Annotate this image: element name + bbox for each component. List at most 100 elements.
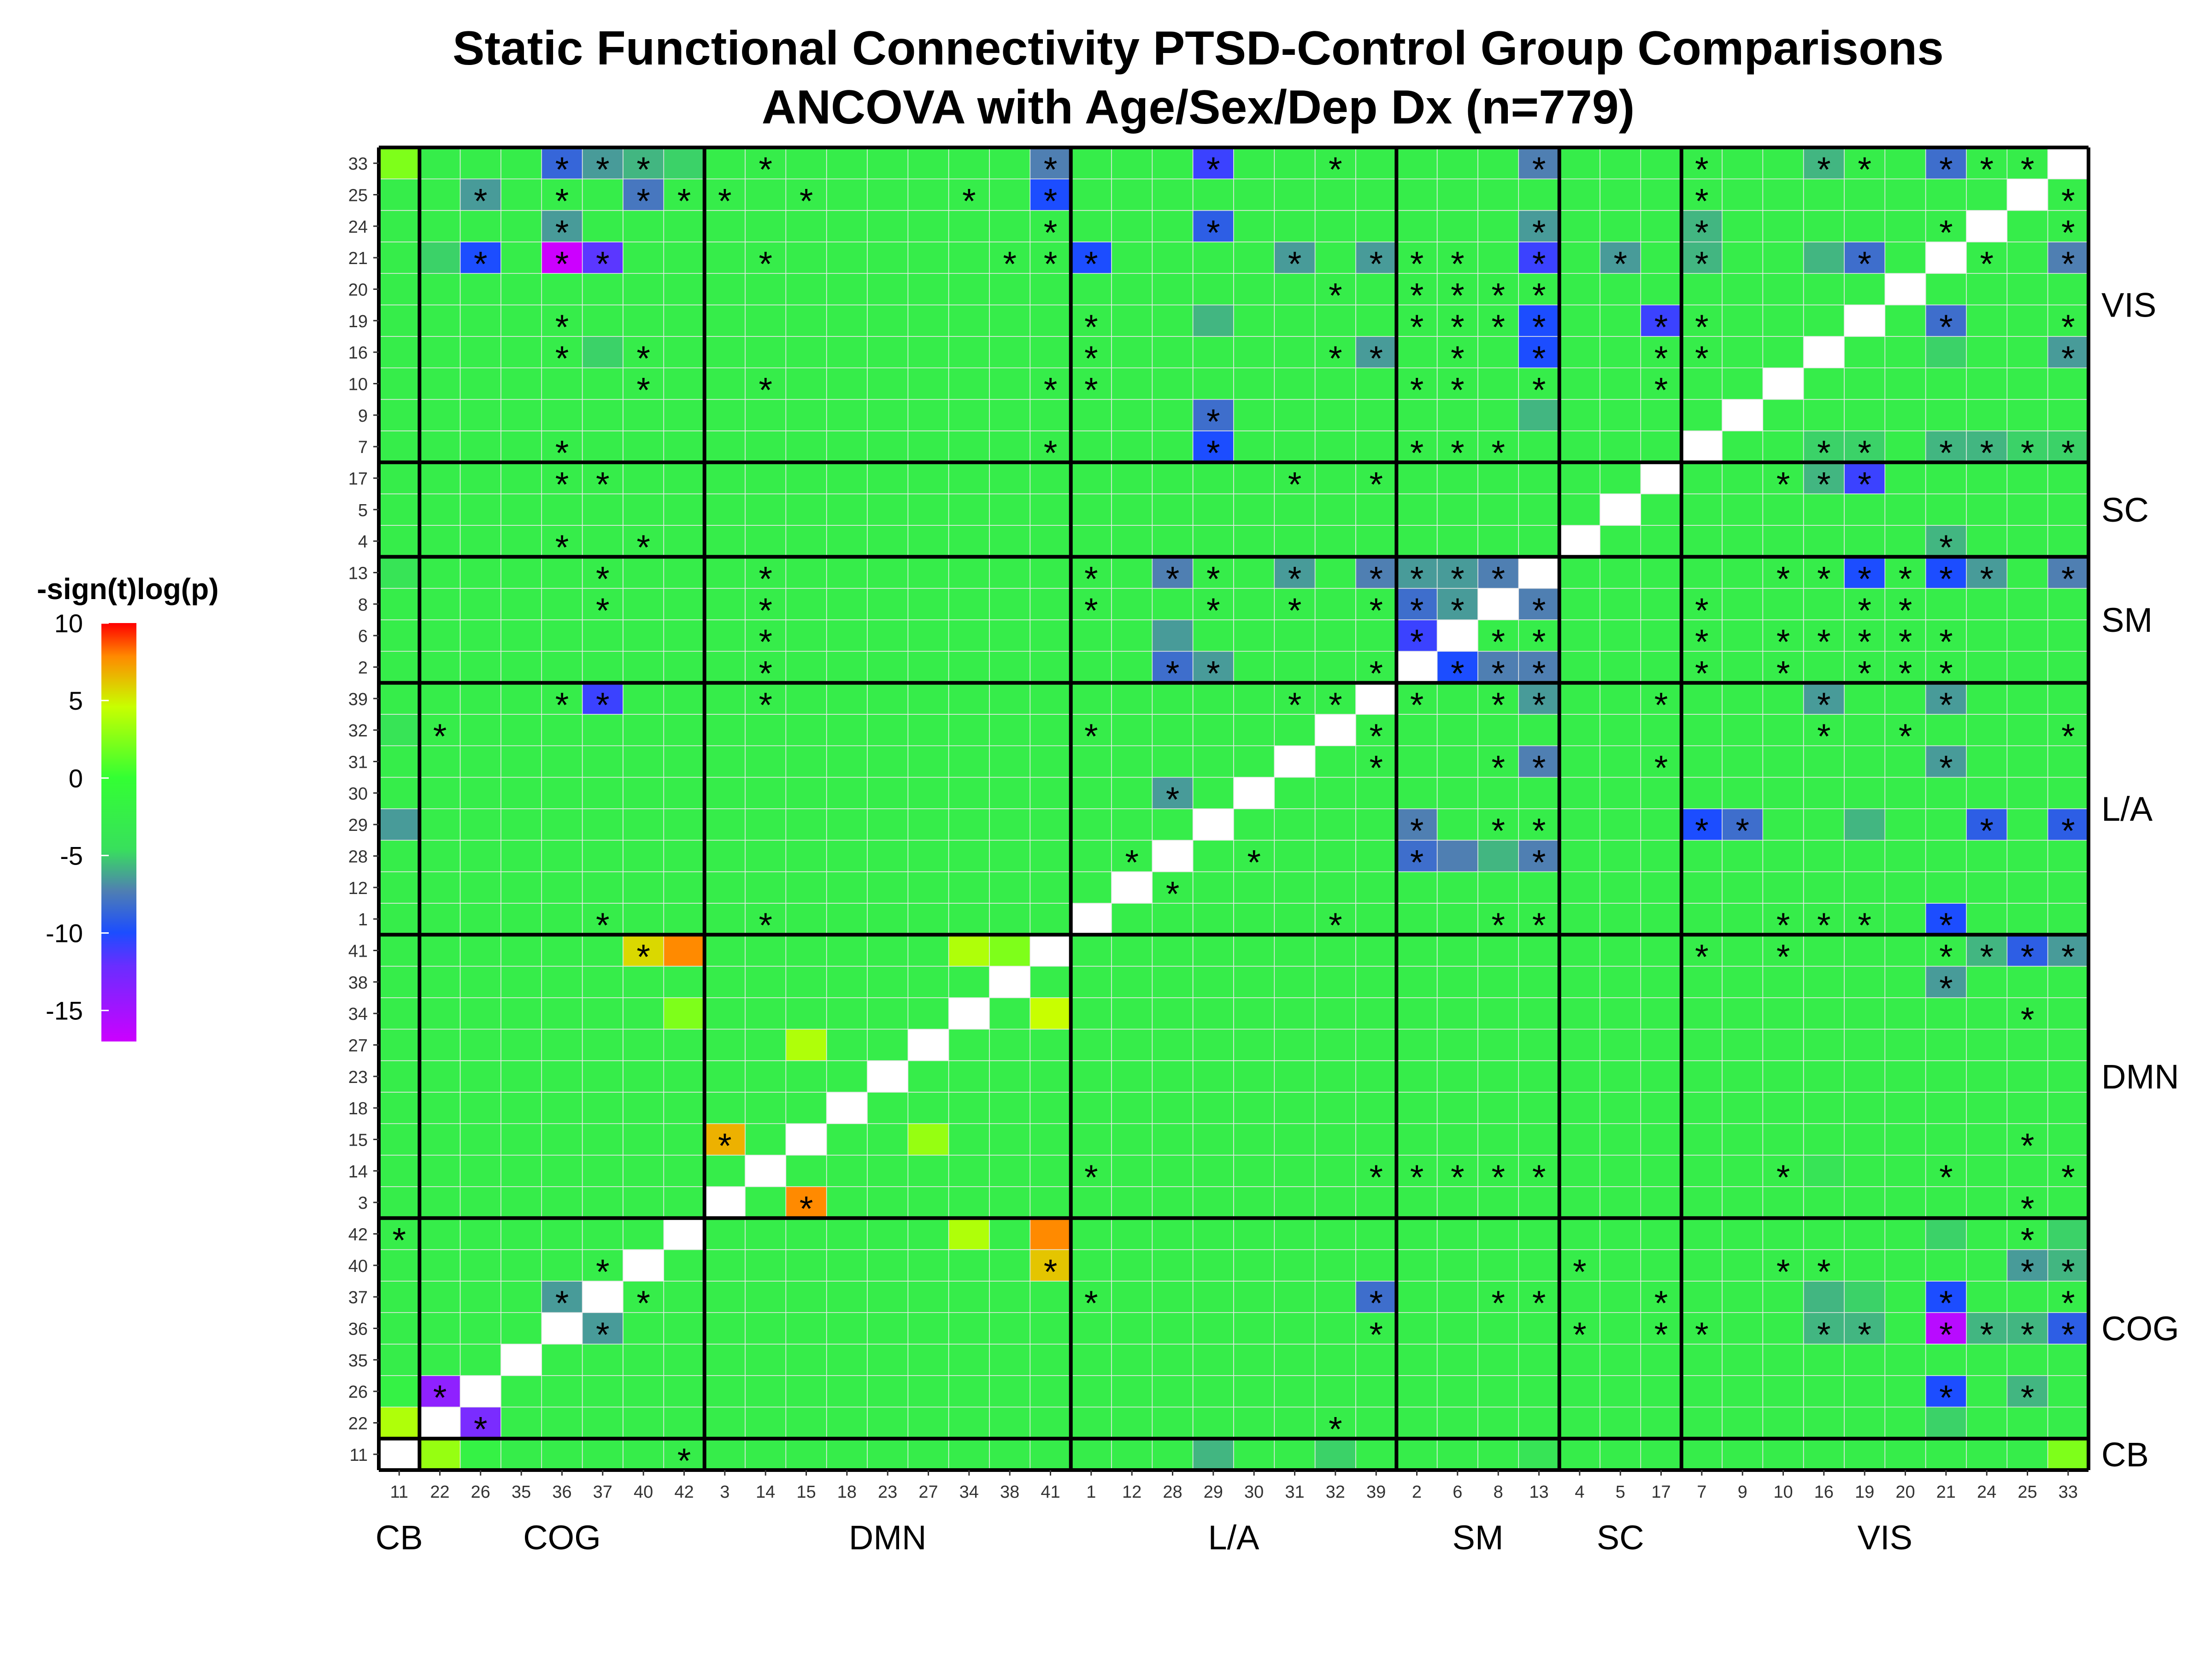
heatmap-cell bbox=[1314, 462, 1356, 494]
heatmap-cell bbox=[1640, 430, 1682, 463]
heatmap-cell bbox=[663, 1438, 705, 1471]
heatmap-cell bbox=[500, 1406, 542, 1439]
heatmap-cell bbox=[1396, 210, 1438, 242]
heatmap-cell bbox=[1396, 903, 1438, 935]
heatmap-cell bbox=[1640, 588, 1682, 620]
heatmap-cell bbox=[1314, 1154, 1356, 1187]
heatmap-cell bbox=[1152, 367, 1194, 400]
x-tick-label: 24 bbox=[1977, 1483, 1996, 1502]
heatmap-cell bbox=[745, 1154, 787, 1187]
significance-star: * bbox=[1695, 308, 1709, 347]
heatmap-cell bbox=[1030, 1060, 1071, 1093]
heatmap-cell bbox=[1111, 1092, 1153, 1124]
heatmap-cell bbox=[459, 399, 501, 431]
heatmap-cell bbox=[867, 430, 909, 463]
heatmap-cell bbox=[1966, 1312, 2008, 1345]
heatmap-cell bbox=[1396, 619, 1438, 652]
heatmap-cell bbox=[1966, 934, 2008, 967]
heatmap-cell bbox=[1600, 1281, 1641, 1313]
heatmap-cell bbox=[459, 997, 501, 1030]
heatmap-cell bbox=[1274, 840, 1316, 872]
significance-star: * bbox=[1939, 434, 1953, 473]
heatmap-cell bbox=[2006, 336, 2048, 369]
x-tick-label: 27 bbox=[918, 1483, 938, 1502]
heatmap-cell bbox=[1355, 714, 1397, 747]
heatmap-cell bbox=[1111, 1154, 1153, 1187]
heatmap-cell bbox=[1233, 399, 1275, 431]
heatmap-cell bbox=[1518, 367, 1560, 400]
heatmap-cell bbox=[1477, 210, 1519, 242]
heatmap-cell bbox=[623, 304, 665, 337]
heatmap-cell bbox=[1518, 745, 1560, 778]
y-tick-label: 31 bbox=[348, 753, 368, 772]
significance-star: * bbox=[1410, 686, 1424, 725]
heatmap-cell bbox=[826, 965, 868, 998]
heatmap-cell bbox=[1600, 1060, 1641, 1093]
heatmap-cell bbox=[1396, 840, 1438, 872]
heatmap-cell bbox=[948, 777, 990, 809]
heatmap-cell bbox=[663, 808, 705, 841]
heatmap-cell bbox=[459, 934, 501, 967]
heatmap-cell bbox=[1436, 1092, 1478, 1124]
heatmap-cell bbox=[419, 619, 461, 652]
heatmap-cell bbox=[1844, 304, 1886, 337]
heatmap-cell bbox=[459, 1343, 501, 1376]
heatmap-cell bbox=[419, 273, 461, 306]
heatmap-cell bbox=[1559, 965, 1600, 998]
heatmap-cell bbox=[459, 619, 501, 652]
heatmap-cell bbox=[785, 1092, 827, 1124]
heatmap-cell bbox=[1192, 525, 1234, 558]
heatmap-cell bbox=[867, 903, 909, 935]
y-tick-label: 6 bbox=[358, 627, 368, 646]
heatmap-cell bbox=[663, 1123, 705, 1156]
significance-star: * bbox=[1777, 1158, 1790, 1197]
significance-star: * bbox=[1166, 875, 1180, 914]
heatmap-cell bbox=[948, 808, 990, 841]
heatmap-cell bbox=[1070, 1186, 1112, 1219]
heatmap-cell bbox=[785, 871, 827, 904]
heatmap-cell bbox=[989, 1154, 1031, 1187]
significance-star: * bbox=[2021, 1378, 2035, 1418]
heatmap-cell bbox=[1233, 1154, 1275, 1187]
x-tick-label: 36 bbox=[552, 1483, 571, 1502]
heatmap-cell bbox=[582, 777, 624, 809]
heatmap-cell bbox=[378, 965, 420, 998]
y-tick-label: 11 bbox=[350, 1446, 368, 1465]
heatmap-cell bbox=[1477, 808, 1519, 841]
heatmap-cell bbox=[867, 241, 909, 274]
heatmap-cell bbox=[1477, 462, 1519, 494]
heatmap-cell bbox=[2006, 1154, 2048, 1187]
heatmap-cell bbox=[1681, 934, 1723, 967]
y-tick-label: 2 bbox=[358, 659, 368, 678]
heatmap-cell bbox=[1477, 525, 1519, 558]
heatmap-cell bbox=[907, 745, 949, 778]
significance-star: * bbox=[1288, 686, 1302, 725]
significance-star: * bbox=[1939, 623, 1953, 662]
heatmap-cell bbox=[1925, 777, 1967, 809]
significance-star: * bbox=[1206, 213, 1220, 253]
heatmap-cell bbox=[1355, 399, 1397, 431]
heatmap-cell bbox=[1803, 871, 1845, 904]
heatmap-cell bbox=[378, 1218, 420, 1250]
heatmap-cell bbox=[907, 997, 949, 1030]
heatmap-cell bbox=[907, 588, 949, 620]
significance-star: * bbox=[1939, 528, 1953, 567]
heatmap-cell bbox=[948, 1249, 990, 1282]
heatmap-cell bbox=[785, 1281, 827, 1313]
legend-tick-label: -10 bbox=[46, 919, 83, 948]
heatmap-cell bbox=[623, 714, 665, 747]
heatmap-cell bbox=[1844, 714, 1886, 747]
significance-star: * bbox=[1939, 560, 1953, 599]
heatmap-cell bbox=[948, 493, 990, 526]
heatmap-cell bbox=[419, 430, 461, 463]
heatmap-cell bbox=[1681, 1406, 1723, 1439]
heatmap-cell bbox=[826, 273, 868, 306]
significance-star: * bbox=[1532, 245, 1546, 284]
heatmap-cell bbox=[541, 588, 583, 620]
heatmap-cell bbox=[1436, 430, 1478, 463]
heatmap-cell bbox=[1030, 1312, 1071, 1345]
heatmap-cell bbox=[907, 430, 949, 463]
heatmap-cell bbox=[704, 1281, 746, 1313]
significance-star: * bbox=[1369, 717, 1383, 756]
heatmap-cell bbox=[1762, 903, 1804, 935]
